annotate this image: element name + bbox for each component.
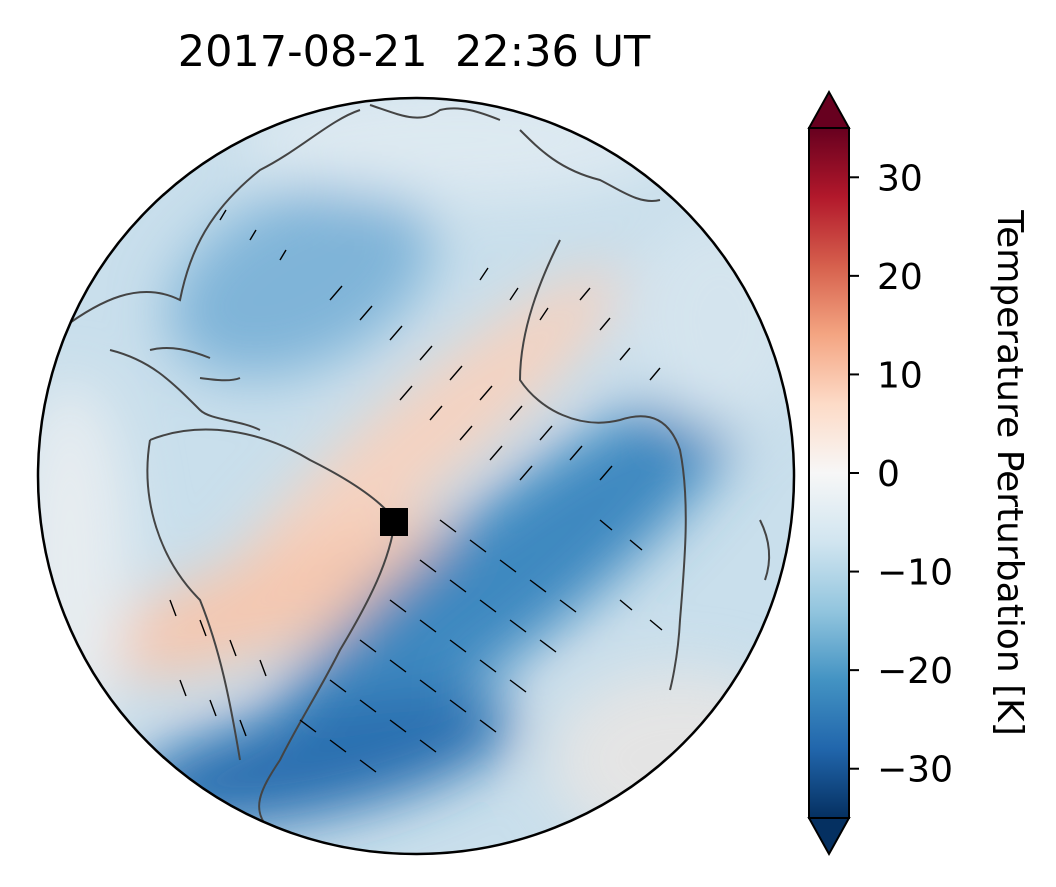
neutral-region-southeast (550, 670, 794, 850)
wind-barbs (169, 209, 663, 773)
cold-band-south-atlantic (251, 381, 749, 779)
colorbar-extend-min (807, 817, 851, 857)
location-marker (380, 508, 408, 536)
warm-band-south-america (89, 522, 471, 678)
coastline-south-america (146, 428, 397, 831)
globe (36, 96, 796, 856)
colorbar-gradient (808, 127, 850, 819)
coastline-europe (519, 129, 661, 202)
colorbar-ticks: 30 20 10 0 −10 −20 −30 (849, 158, 953, 791)
globe-outline (36, 96, 796, 856)
wind-barb-segments (169, 209, 663, 773)
colorbar-tick-label: −30 (877, 750, 953, 791)
light-region-west (38, 380, 130, 740)
coastline-greenland (369, 104, 501, 121)
chart-title: 2017-08-21 22:36 UT (178, 27, 651, 77)
colorbar-tick-label: −20 (877, 651, 953, 692)
coastline-africa (518, 239, 687, 691)
colorbar-tick-label: 10 (877, 355, 923, 396)
light-region-east (630, 210, 794, 430)
colorbar-tick-label: −10 (877, 553, 953, 594)
cold-region-argentina (124, 692, 516, 828)
colorbar-tick-label: 20 (877, 257, 923, 298)
coastline-madagascar (759, 519, 771, 581)
coastline-caribbean (149, 347, 241, 382)
colorbar-tick-label: 30 (877, 158, 923, 199)
colorbar-extend-max (807, 89, 851, 129)
colorbar-tick-label: 0 (877, 454, 900, 495)
coastline-central-america (109, 349, 261, 431)
light-region-north (240, 98, 680, 200)
coastline-north-america (59, 109, 361, 331)
cool-region-north-atlantic (168, 182, 432, 378)
colorbar: 30 20 10 0 −10 −20 −30 Temperature Perturbatio… (807, 89, 1030, 857)
colorbar-label: Temperature Perturbation [K] (989, 209, 1030, 736)
